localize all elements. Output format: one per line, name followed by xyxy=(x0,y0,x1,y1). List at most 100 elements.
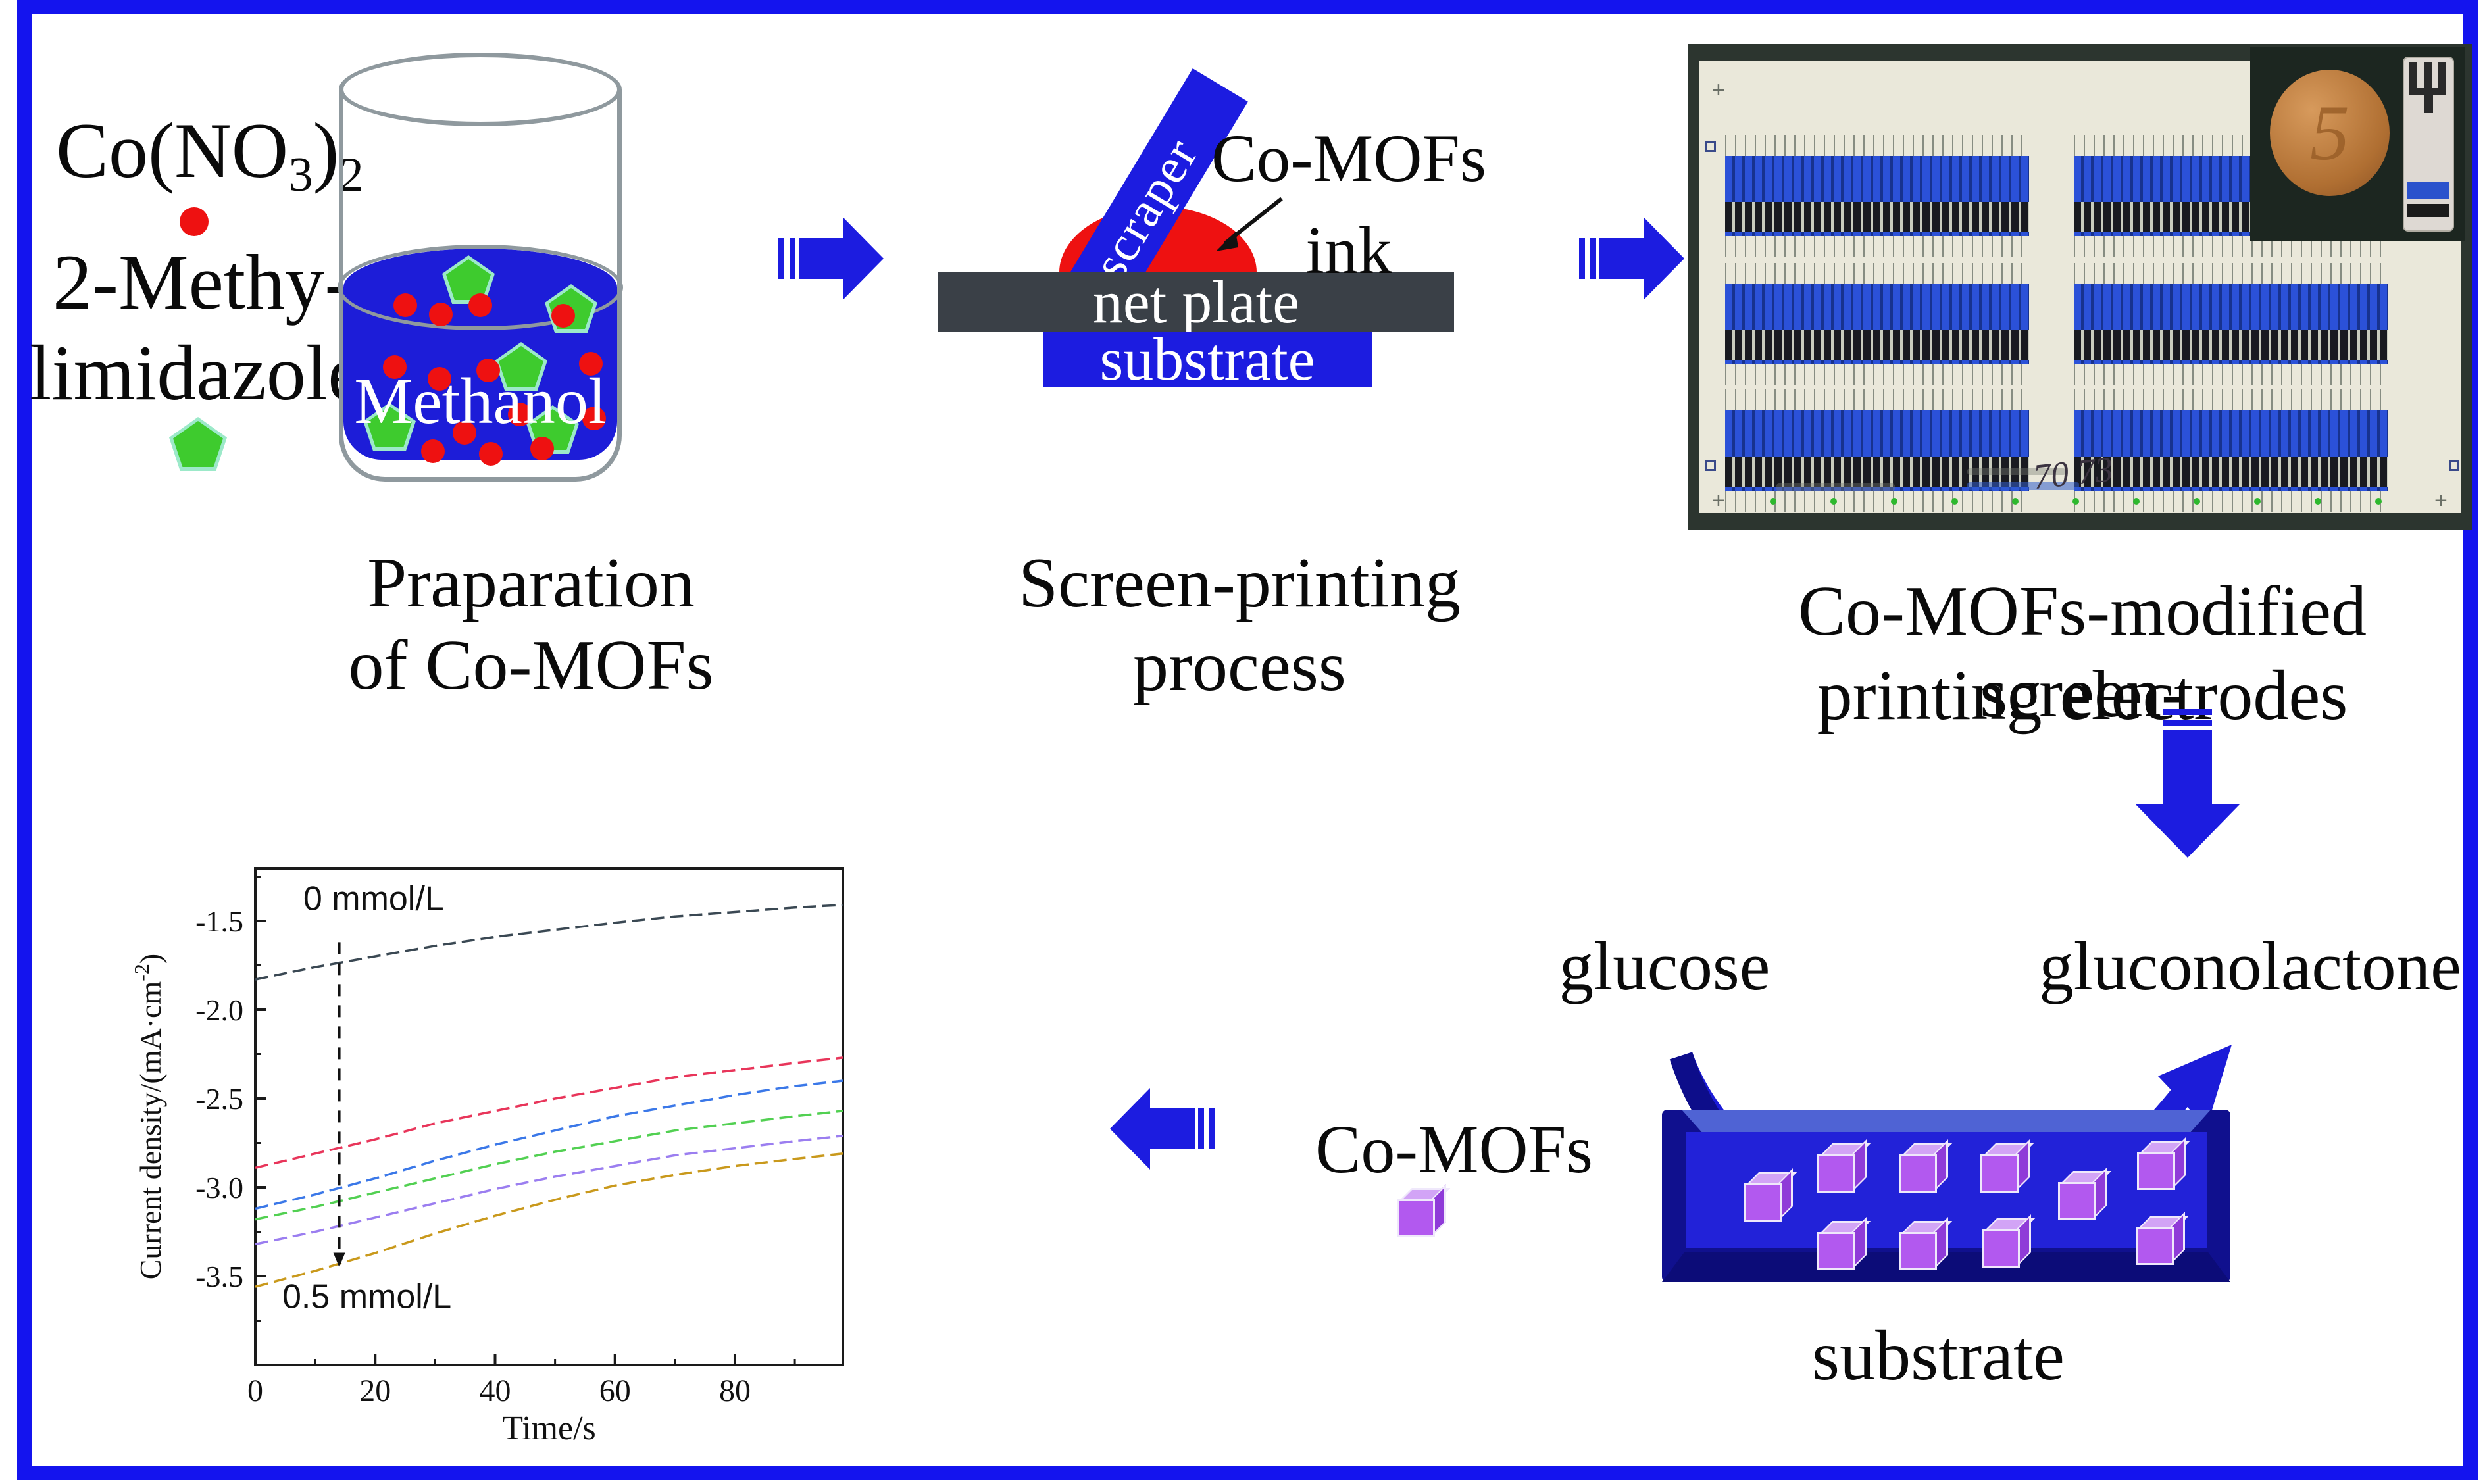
y-axis-label: Current density/(mA·cm-2) xyxy=(132,954,167,1280)
co-mof-cube-icon xyxy=(1899,1139,1953,1193)
printing-substrate-bar: substrate xyxy=(1043,326,1372,393)
x-tick-label: 60 xyxy=(599,1373,631,1408)
co-mof-cube-icon xyxy=(2137,1137,2191,1191)
cobalt-ion-dot-icon xyxy=(551,304,575,328)
coin: 5 xyxy=(2270,70,2390,196)
reagent-2-methylimidazole-label-line1: 2-Methy- xyxy=(53,238,351,326)
y-tick-label: -1.5 xyxy=(195,904,243,938)
series-line-0 xyxy=(255,903,843,981)
caption-screen-printing-line1: Screen-printing xyxy=(1018,544,1461,622)
gluconolactone-label: gluconolactone xyxy=(2039,928,2461,1004)
sheet-green-dot-icon xyxy=(2375,498,2382,505)
y-tick-label: -3.5 xyxy=(195,1260,243,1293)
cobalt-ion-dot-icon xyxy=(530,437,554,460)
sheet-green-dot-icon xyxy=(1891,498,1897,505)
net-plate-bar: net plate xyxy=(938,268,1454,335)
caption-electrodes-line1: Co-MOFs-modified screen- xyxy=(1798,572,2367,732)
sheet-green-dot-icon xyxy=(1951,498,1958,505)
handwritten-note: 70 73 xyxy=(2031,449,2115,497)
sheet-printed-text-3 xyxy=(1967,482,2079,490)
registration-cross-icon: + xyxy=(1712,78,1725,103)
substrate-label: substrate xyxy=(1812,1317,2065,1395)
coin-digit: 5 xyxy=(2310,89,2349,176)
chart-frame xyxy=(254,867,844,1366)
chronoamperometry-chart: -1.5 -2.0 -2.5 -3.0 -3.5 0 20 40 60 80 0 mmol/L 0.5… xyxy=(132,867,844,1447)
caption-electrodes-line2: printing electrodes xyxy=(1817,656,2348,735)
series-line-2 xyxy=(255,1079,843,1210)
flow-arrow-1-icon xyxy=(778,218,884,299)
co-mof-cube-icon xyxy=(2136,1212,2190,1266)
cobalt-ion-dot-icon xyxy=(421,439,445,463)
sheet-green-dot-icon xyxy=(2315,498,2321,505)
cobalt-ion-dot-icon xyxy=(468,293,492,317)
printing-substrate-label: substrate xyxy=(1099,326,1315,393)
cobalt-ion-dot-icon xyxy=(479,442,503,466)
registration-cross-icon: + xyxy=(1712,488,1725,513)
x-axis-label: Time/s xyxy=(502,1410,596,1447)
beaker xyxy=(339,89,622,482)
registration-cross-icon: + xyxy=(2434,488,2448,513)
co-mofs-label: Co-MOFs xyxy=(1315,1112,1593,1187)
y-tick-label: -3.0 xyxy=(195,1171,243,1204)
cobalt-ion-dot-icon xyxy=(582,407,606,430)
reagent-2-methylimidazole-label-line2: limidazole xyxy=(30,329,363,416)
co-mof-cube-icon xyxy=(2058,1167,2112,1221)
concentration-arrow-head xyxy=(333,1252,345,1268)
co-mof-cube-icon xyxy=(1744,1168,1797,1222)
sheet-green-dot-icon xyxy=(2133,498,2140,505)
co-mof-cube-icon xyxy=(1817,1217,1871,1271)
sheet-green-dot-icon xyxy=(2194,498,2200,505)
co-mof-cube-icon xyxy=(1817,1139,1871,1193)
cobalt-ion-dot-icon xyxy=(393,293,417,317)
caption-preparation-line2: of Co-MOFs xyxy=(348,626,714,705)
y-tick-label: -2.5 xyxy=(195,1082,243,1116)
cobalt-ion-dot-icon xyxy=(429,303,453,326)
registration-square-icon xyxy=(1705,460,1716,471)
registration-square-icon xyxy=(1705,141,1716,152)
glucose-label: glucose xyxy=(1559,928,1771,1004)
ink-annotation-arrow-icon xyxy=(1216,197,1283,251)
sheet-green-dot-icon xyxy=(2072,498,2079,505)
ligand-pentagon-icon xyxy=(363,403,416,451)
electrode-band xyxy=(2074,389,2388,512)
co-mof-cube-icon xyxy=(1980,1139,2034,1193)
series-line-4 xyxy=(255,1134,843,1246)
annotation-0: 0 mmol/L xyxy=(303,880,444,918)
flow-arrow-down-icon xyxy=(2134,709,2242,859)
reagent-co-no3-label: Co(NO3)2 xyxy=(56,107,364,202)
cobalt-ion-dot-icon xyxy=(476,359,500,382)
x-tick-label: 80 xyxy=(719,1373,751,1408)
co-mof-cube-icon xyxy=(1982,1214,2036,1268)
ligand-pentagon-icon xyxy=(442,255,495,304)
x-tick-label: 20 xyxy=(359,1373,391,1408)
sheet-printed-text-2 xyxy=(1967,468,2066,475)
ink-label-line1: Co-MOFs xyxy=(1211,121,1486,196)
sheet-printed-text-1 xyxy=(1776,483,1895,491)
series-line-3 xyxy=(255,1110,843,1221)
sheet-green-dot-icon xyxy=(2012,498,2019,505)
sheet-green-dot-icon xyxy=(2254,498,2261,505)
cobalt-ion-dot-icon xyxy=(180,207,209,236)
sheet-green-dot-icon xyxy=(1770,498,1776,505)
cobalt-ion-dot-icon xyxy=(508,403,532,426)
cobalt-ion-dot-icon xyxy=(453,421,476,445)
co-mof-cube-icon xyxy=(1899,1217,1953,1271)
flow-arrow-left-icon xyxy=(1110,1088,1215,1170)
net-plate-label: net plate xyxy=(1092,268,1300,335)
ink-label-line2: ink xyxy=(1305,213,1392,288)
x-tick-label: 0 xyxy=(247,1373,263,1408)
electrode-band xyxy=(1725,135,2029,257)
electrode-band xyxy=(1725,389,2029,512)
electrode-strip-single xyxy=(2403,57,2454,232)
annotation-1: 0.5 mmol/L xyxy=(282,1277,451,1316)
ligand-pentagon-icon xyxy=(495,342,547,391)
caption-screen-printing-line2: process xyxy=(1133,628,1346,706)
cobalt-ion-dot-icon xyxy=(428,367,451,391)
cobalt-ion-dot-icon xyxy=(579,352,603,376)
flow-arrow-2-icon xyxy=(1579,218,1684,299)
x-tick-label: 40 xyxy=(479,1373,511,1408)
caption-preparation-line1: Praparation xyxy=(367,544,695,622)
ligand-pentagon-icon xyxy=(169,417,227,471)
methanol-label: Methanol xyxy=(354,364,607,437)
y-tick-label: -2.0 xyxy=(195,993,243,1027)
